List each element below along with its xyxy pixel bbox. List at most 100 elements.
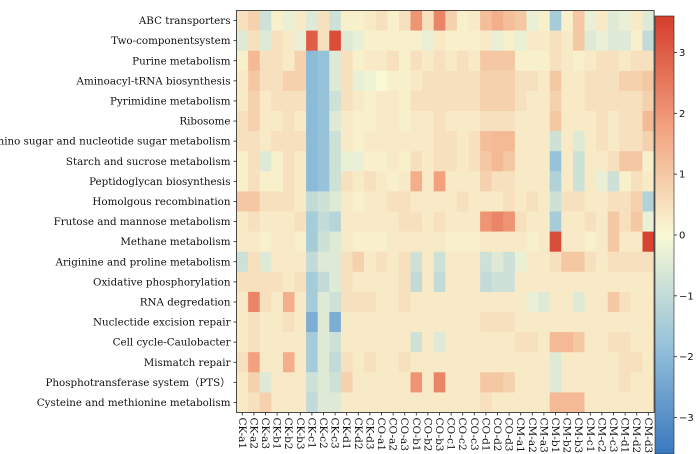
heatmap-cell bbox=[352, 211, 365, 232]
heatmap-cell bbox=[329, 332, 342, 353]
heatmap-cell bbox=[329, 90, 342, 112]
colorbar-ticks: 3 2 1 0 −1 −2 −3 bbox=[674, 48, 694, 424]
heatmap-cell bbox=[526, 392, 539, 413]
row-label: Phosphotransferase system（PTS） bbox=[45, 377, 230, 389]
heatmap-cell bbox=[375, 10, 388, 31]
heatmap-cell bbox=[375, 332, 388, 353]
heatmap-cell bbox=[294, 392, 307, 413]
heatmap-cell bbox=[538, 352, 550, 373]
heatmap-cell bbox=[364, 70, 376, 92]
heatmap-cell bbox=[387, 251, 400, 273]
heatmap-cell bbox=[329, 131, 342, 152]
heatmap-cell bbox=[364, 211, 376, 232]
column-label: CO-d1 bbox=[479, 418, 491, 452]
heatmap-cell bbox=[538, 30, 550, 51]
heatmap-cell bbox=[422, 231, 434, 252]
heatmap-cell bbox=[596, 151, 608, 172]
heatmap-cell bbox=[630, 171, 643, 192]
heatmap-cell bbox=[340, 70, 353, 92]
heatmap-cell bbox=[549, 271, 562, 293]
heatmap-cell bbox=[329, 151, 342, 172]
heatmap-cell bbox=[410, 251, 423, 273]
heatmap-cell bbox=[572, 231, 585, 252]
heatmap-cell bbox=[398, 372, 411, 393]
row-label: Cysteine and methionine metabolism bbox=[37, 397, 231, 409]
heatmap-cell bbox=[491, 151, 504, 172]
column-label: CK-c3 bbox=[329, 418, 341, 449]
heatmap-cell bbox=[398, 191, 411, 212]
heatmap-cell bbox=[619, 90, 632, 112]
heatmap-cell bbox=[433, 90, 446, 112]
heatmap-cell bbox=[619, 312, 632, 333]
heatmap-cell bbox=[259, 191, 272, 212]
heatmap-cell bbox=[480, 191, 492, 212]
heatmap-cell bbox=[538, 372, 550, 393]
heatmap-cell bbox=[572, 191, 585, 212]
heatmap-cell bbox=[514, 30, 527, 51]
column-label: CM-d3 bbox=[642, 418, 654, 454]
heatmap-cell bbox=[248, 312, 260, 333]
heatmap-cell bbox=[549, 151, 562, 172]
heatmap-cells bbox=[236, 10, 655, 413]
heatmap-cell bbox=[561, 70, 574, 92]
heatmap-cell bbox=[364, 271, 376, 293]
column-label: CK-d3 bbox=[363, 418, 375, 450]
column-label: CO-b3 bbox=[433, 418, 445, 452]
heatmap-cell bbox=[306, 352, 318, 373]
heatmap-cell bbox=[433, 211, 446, 232]
heatmap-cell bbox=[642, 171, 655, 192]
heatmap-cell bbox=[480, 352, 492, 373]
heatmap-cell bbox=[456, 372, 469, 393]
heatmap-cell bbox=[526, 211, 539, 232]
heatmap-cell bbox=[642, 392, 655, 413]
heatmap-cell bbox=[282, 372, 295, 393]
heatmap-cell bbox=[433, 50, 446, 72]
heatmap-cell bbox=[607, 50, 620, 72]
heatmap-cell bbox=[387, 90, 400, 112]
heatmap-cell bbox=[491, 171, 504, 192]
heatmap-cell bbox=[410, 70, 423, 92]
heatmap-cell bbox=[340, 251, 353, 273]
heatmap-cell bbox=[317, 251, 330, 273]
heatmap-cell bbox=[630, 90, 643, 112]
heatmap-cell bbox=[584, 111, 597, 132]
heatmap-cell bbox=[538, 392, 550, 413]
heatmap-cell bbox=[352, 372, 365, 393]
heatmap-cell bbox=[514, 50, 527, 72]
heatmap-cell bbox=[364, 332, 376, 353]
row-label: Two-componentsystem bbox=[111, 35, 231, 47]
heatmap-cell bbox=[306, 50, 318, 72]
heatmap-cell bbox=[410, 312, 423, 333]
heatmap-cell bbox=[480, 50, 492, 72]
heatmap-cell bbox=[375, 111, 388, 132]
heatmap-cell bbox=[572, 111, 585, 132]
heatmap-cell bbox=[364, 10, 376, 31]
heatmap-cell bbox=[538, 70, 550, 92]
heatmap-cell bbox=[340, 90, 353, 112]
heatmap-cell bbox=[282, 10, 295, 31]
heatmap-cell bbox=[503, 372, 516, 393]
heatmap-cell bbox=[248, 251, 260, 273]
heatmap-cell bbox=[549, 70, 562, 92]
heatmap-cell bbox=[514, 332, 527, 353]
heatmap-cell bbox=[282, 251, 295, 273]
heatmap-cell bbox=[572, 171, 585, 192]
heatmap-cell bbox=[561, 111, 574, 132]
heatmap-cell bbox=[607, 111, 620, 132]
heatmap-cell bbox=[549, 312, 562, 333]
heatmap-cell bbox=[375, 151, 388, 172]
heatmap-cell bbox=[596, 171, 608, 192]
heatmap-cell bbox=[329, 271, 342, 293]
heatmap-cell bbox=[317, 131, 330, 152]
heatmap-cell bbox=[410, 211, 423, 232]
heatmap-cell bbox=[619, 111, 632, 132]
heatmap-cell bbox=[317, 211, 330, 232]
heatmap-cell bbox=[468, 372, 481, 393]
heatmap-cell bbox=[549, 352, 562, 373]
heatmap-cell bbox=[491, 312, 504, 333]
heatmap-cell bbox=[340, 50, 353, 72]
heatmap-cell bbox=[364, 171, 376, 192]
heatmap-cell bbox=[596, 211, 608, 232]
column-label: CO-c3 bbox=[468, 418, 480, 451]
heatmap-cell bbox=[410, 171, 423, 192]
